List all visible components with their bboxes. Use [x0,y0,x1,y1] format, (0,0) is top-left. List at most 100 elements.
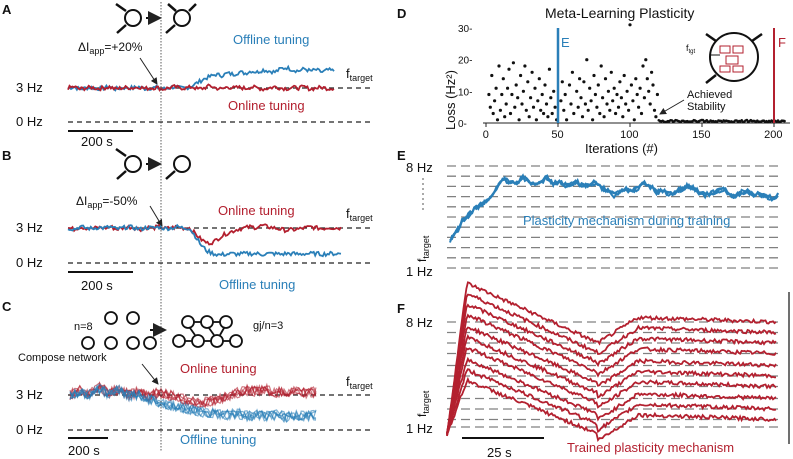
series-label-offline-c: Offline tuning [180,432,256,447]
ytick-0hz-c: 0 Hz [16,422,43,437]
data-point [511,61,515,65]
series-line-b [67,223,342,258]
data-point [491,111,495,116]
data-point [526,80,530,84]
data-point [611,99,615,103]
ytick-label: 30- [458,24,472,35]
ref-label-c: ftarget [346,374,373,391]
data-point [608,108,612,112]
data-point [606,89,611,93]
panel-d: D Meta-Learning Plasticity Loss (Hz²) It… [397,5,790,156]
data-point [615,92,619,97]
series-label-online-a: Online tuning [228,98,305,113]
compose-network-label: Compose network [18,352,107,364]
panel-e: E 8 Hz 1 Hz ftarget Plasticity mechanism… [397,148,781,279]
data-point [497,64,501,68]
series-line-f [446,368,777,436]
data-point [513,105,517,109]
data-point [575,89,579,93]
vline-label-e: E [561,35,570,50]
data-point [533,86,537,90]
ytick-8hz-f: 8 Hz [406,315,433,330]
data-point [488,105,492,109]
data-point [652,108,657,112]
data-point [504,102,508,106]
ytick-0hz-b: 0 Hz [16,255,43,270]
ytick-3hz-c: 3 Hz [16,387,43,402]
scalebar-label-a: 200 s [81,134,113,149]
series-line-e [449,175,779,242]
data-point [547,67,552,71]
ref-label-a: ftarget [346,66,373,83]
xtick-label: 50 [551,129,563,141]
data-point [508,111,513,116]
ref-label-b: ftarget [346,206,373,223]
data-point [645,77,649,81]
panel-b: B ΔIapp=-50% Online tuning Offline tunin… [2,147,373,293]
data-point [495,118,500,122]
traces-a [67,64,335,92]
data-point [638,86,642,90]
data-point [546,115,550,119]
data-point [530,70,534,74]
data-point [624,102,628,106]
xtick-label: 100 [620,129,638,141]
data-point [632,118,636,122]
panel-a: A ΔIapp=+20% Offline tuning Online tunin… [2,2,373,149]
data-point [487,92,491,97]
gj-label-c: gj/n=3 [253,320,283,332]
xtick-label: 200 [764,129,782,141]
ytick-3hz-b: 3 Hz [16,220,43,235]
panel-label-d: D [397,6,406,21]
data-point [516,96,520,100]
neuron-network-after [172,315,243,348]
data-point [745,118,749,122]
data-point [586,108,590,112]
neuron-group-before [81,311,157,350]
data-point [514,83,518,87]
data-point [644,58,648,62]
data-point [783,119,786,123]
data-point [618,80,622,84]
data-point [647,89,651,93]
series-label-offline-a: Offline tuning [233,32,309,47]
data-point [553,105,557,109]
panel-label-f: F [397,301,405,316]
data-point [622,73,626,78]
data-point [629,83,634,87]
xtick-label: 150 [692,129,710,141]
data-point [520,102,524,106]
data-point [601,96,605,100]
data-point [567,83,572,87]
data-point [616,105,621,109]
scalebar-label-f: 25 s [487,445,512,459]
data-point [619,96,624,100]
data-point [552,89,556,93]
data-point [588,86,592,90]
traces-f [446,281,777,443]
series-label-online-b: Online tuning [218,203,295,218]
data-point [498,108,502,112]
data-point [542,111,546,116]
ticks-d: 0 50 100 150 200 0- 10- 20- 30- [458,24,782,141]
data-point [563,92,567,97]
series-label-offline-b: Offline tuning [219,277,295,292]
panel-c: C n=8 gj/n=3 Compose network Online tuni… [2,299,373,458]
data-point [500,92,504,97]
data-point [490,73,494,78]
scatter-points-d [487,23,786,124]
data-point [578,77,582,81]
panel-label-a: A [2,2,12,17]
ytick-label: 10- [458,87,472,98]
data-point [651,83,655,87]
data-point [539,108,543,112]
data-point [592,73,596,78]
scalebar-label-c: 200 s [68,443,100,458]
data-point [641,64,645,68]
data-point [642,96,647,100]
neuron-diagram-a [115,2,197,34]
data-point [589,99,593,103]
ylabel-d: Loss (Hz²) [443,70,458,130]
vlines-d [556,28,775,123]
